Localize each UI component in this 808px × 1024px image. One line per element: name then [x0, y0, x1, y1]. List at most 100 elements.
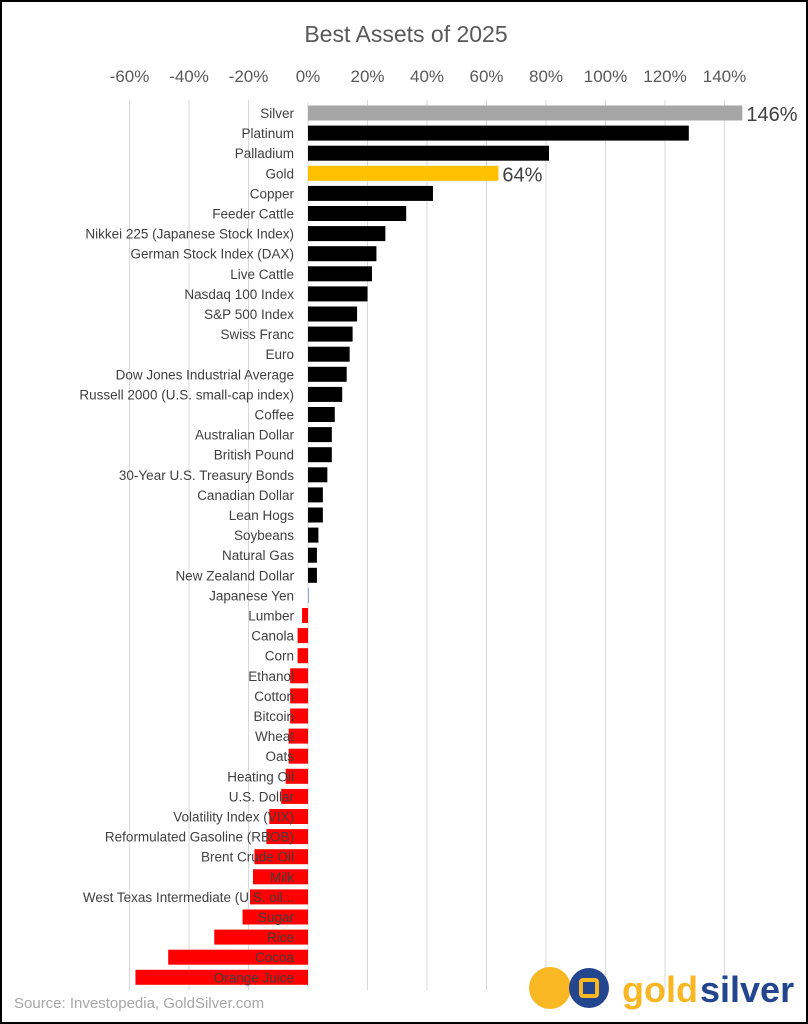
logo-text-gold: gold [622, 969, 698, 1010]
category-label: Ethanol [248, 669, 294, 684]
bar-dow-jones-industrial-average [308, 366, 347, 382]
bar-german-stock-index-dax- [308, 246, 377, 262]
bar-nasdaq-100-index [308, 286, 368, 302]
category-label: Canadian Dollar [197, 488, 294, 503]
silver-coin-icon [569, 968, 609, 1008]
category-label: Silver [260, 106, 294, 121]
category-label: 30-Year U.S. Treasury Bonds [119, 468, 294, 483]
category-label: Feeder Cattle [212, 207, 294, 222]
bar-silver [308, 105, 743, 121]
category-label: Live Cattle [230, 267, 294, 282]
category-label: Heating Oil [227, 769, 294, 784]
category-label: Swiss Franc [220, 327, 294, 342]
bar-nikkei-225-japanese-stock-index- [308, 226, 386, 242]
bar-s-p-500-index [308, 306, 358, 322]
bar-milk [252, 869, 308, 885]
category-label: Lean Hogs [229, 508, 295, 523]
category-label: Orange Juice [214, 970, 294, 985]
bar-reformulated-gasoline-rbob- [266, 829, 308, 845]
bar-canadian-dollar [308, 487, 323, 503]
x-tick-label: 0% [296, 67, 321, 86]
category-label: Volatility Index (VIX) [173, 810, 294, 825]
bar-coffee [308, 407, 335, 422]
bar-feeder-cattle [308, 206, 407, 221]
bar-gold [308, 165, 499, 181]
category-label: Cotton [254, 689, 294, 704]
category-label: Milk [270, 870, 294, 885]
category-label: Wheat [255, 729, 294, 744]
category-label: Australian Dollar [195, 428, 295, 443]
bar-live-cattle [308, 266, 372, 282]
category-label: U.S. Dollar [229, 789, 295, 804]
bar-new-zealand-dollar [308, 567, 317, 583]
bar-euro [308, 346, 350, 362]
chart-title: Best Assets of 2025 [304, 21, 507, 47]
bar-canola [297, 628, 308, 644]
x-tick-label: 80% [529, 67, 563, 86]
vault-icon [579, 978, 599, 998]
category-label: Copper [250, 186, 295, 201]
category-label: Corn [265, 649, 294, 664]
x-tick-label: 100% [584, 67, 627, 86]
bar-swiss-franc [308, 326, 353, 342]
bar-lumber [302, 608, 308, 623]
bar-volatility-index-vix- [269, 809, 308, 824]
bar-orange-juice [135, 969, 308, 985]
bar-sugar [242, 909, 308, 925]
bar-soybeans [308, 527, 319, 543]
category-label: Natural Gas [222, 548, 294, 563]
bar-copper [308, 185, 433, 201]
bar-wheat [288, 728, 308, 744]
x-tick-label: 40% [410, 67, 444, 86]
category-label: Reformulated Gasoline (RBOB) [105, 830, 294, 845]
category-label: Japanese Yen [209, 588, 294, 603]
category-label: West Texas Intermediate (U.S. oil... [83, 890, 294, 905]
category-label: Sugar [258, 910, 295, 925]
category-label: Nikkei 225 (Japanese Stock Index) [85, 227, 294, 242]
bar-russell-2000-u-s-small-cap-index- [308, 386, 343, 402]
category-label: Soybeans [234, 528, 294, 543]
source-note: Source: Investopedia, GoldSilver.com [14, 995, 264, 1012]
bar-heating-oil [285, 768, 308, 784]
category-label: Euro [265, 347, 294, 362]
data-label: 146% [746, 104, 797, 126]
category-label: Nasdaq 100 Index [184, 287, 294, 302]
bar-natural-gas [308, 547, 317, 563]
category-label: S&P 500 Index [204, 307, 294, 322]
bar-japanese-yen [308, 587, 309, 603]
bar-lean-hogs [308, 507, 323, 523]
x-tick-label: 20% [350, 67, 384, 86]
bar-australian-dollar [308, 427, 332, 443]
category-label: New Zealand Dollar [175, 568, 294, 583]
bar-corn [297, 648, 308, 664]
category-label: Platinum [241, 126, 294, 141]
x-tick-label: -60% [110, 67, 150, 86]
bar-oats [288, 748, 308, 764]
goldsilver-logo: gold silver [529, 967, 794, 1010]
data-label: 64% [502, 164, 542, 186]
category-label: Russell 2000 (U.S. small-cap index) [79, 387, 294, 402]
x-tick-label: 120% [643, 67, 686, 86]
bar-u-s-dollar [281, 788, 308, 804]
x-tick-label: 140% [703, 67, 746, 86]
category-label: Bitcoin [253, 709, 294, 724]
x-tick-label: -40% [169, 67, 209, 86]
bar-rice [214, 929, 308, 945]
bar-cocoa [168, 949, 308, 965]
gold-coin-icon [529, 967, 571, 1009]
bar-platinum [308, 125, 689, 141]
category-label: German Stock Index (DAX) [130, 247, 294, 262]
bar-bitcoin [290, 708, 308, 724]
bar-brent-crude-oil [254, 849, 308, 865]
category-label: Canola [251, 629, 294, 644]
bar-30-year-u-s-treasury-bonds [308, 467, 328, 483]
bar-british-pound [308, 447, 332, 463]
category-label: Gold [265, 166, 294, 181]
x-tick-label: -20% [229, 67, 269, 86]
category-label: Oats [265, 749, 294, 764]
bar-west-texas-intermediate-u-s-oil- [249, 889, 308, 905]
category-label: Palladium [235, 146, 294, 161]
category-label: Dow Jones Industrial Average [116, 367, 294, 382]
